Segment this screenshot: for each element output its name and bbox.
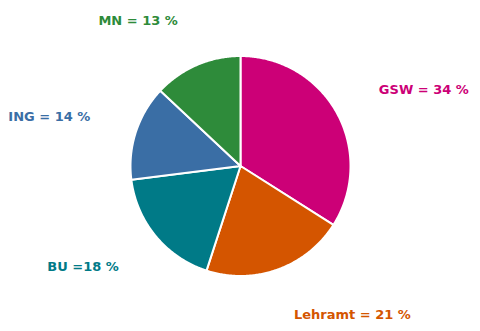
svg-text:MN = 13 %: MN = 13 %	[98, 13, 177, 28]
svg-text:GSW = 34 %: GSW = 34 %	[379, 82, 469, 97]
svg-text:BU =18 %: BU =18 %	[47, 259, 119, 274]
svg-text:Lehramt = 21 %: Lehramt = 21 %	[294, 307, 411, 322]
svg-text:ING = 14 %: ING = 14 %	[8, 109, 90, 124]
